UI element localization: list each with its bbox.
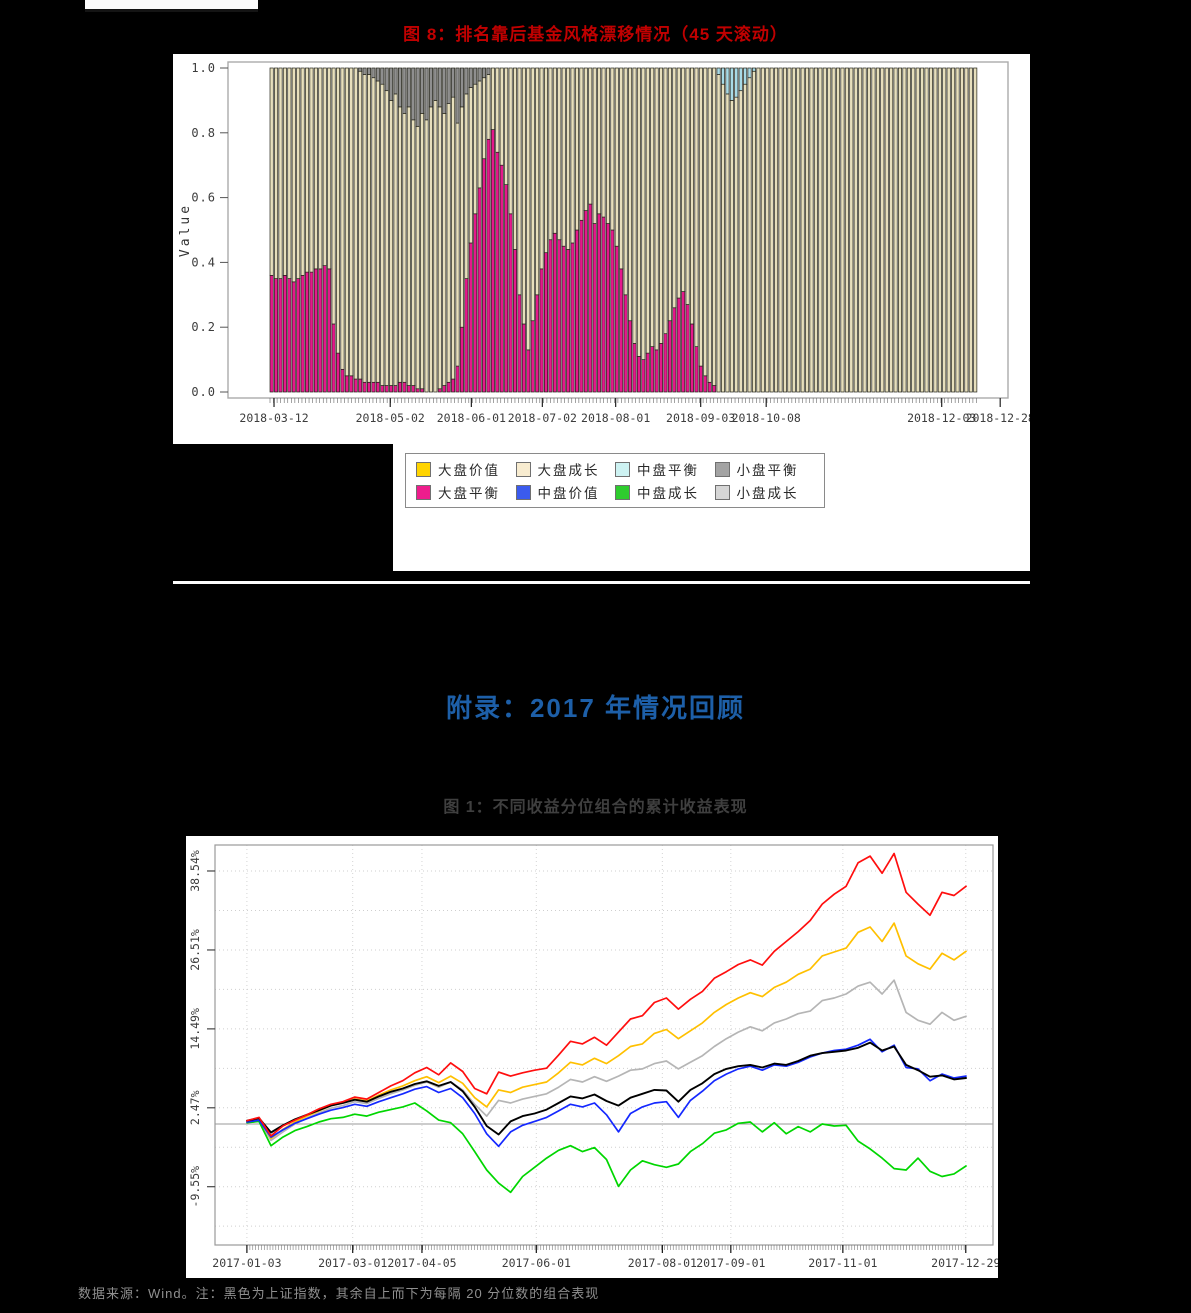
svg-text:2017-01-03: 2017-01-03 xyxy=(212,1256,281,1270)
svg-text:2017-06-01: 2017-06-01 xyxy=(502,1256,571,1270)
legend-item-中盘成长: 中盘成长 xyxy=(615,482,715,502)
svg-text:38.54%: 38.54% xyxy=(188,850,202,892)
svg-text:0.0: 0.0 xyxy=(191,385,216,399)
svg-text:0.6: 0.6 xyxy=(191,191,216,205)
svg-text:2017-04-05: 2017-04-05 xyxy=(387,1256,456,1270)
legend-swatch xyxy=(416,461,431,477)
svg-text:2018-05-02: 2018-05-02 xyxy=(356,411,425,425)
legend-label: 大盘成长 xyxy=(537,463,600,478)
legend-item-小盘成长: 小盘成长 xyxy=(714,482,815,502)
figure8-legend-band: 大盘价值 大盘成长 中盘平衡 小盘平衡大盘平衡 中盘价值 中盘成长 小盘成长 xyxy=(393,444,1030,571)
legend-label: 小盘成长 xyxy=(736,486,799,501)
figure1-title: 图 1：不同收益分位组合的累计收益表现 xyxy=(443,799,748,816)
source-note: 数据来源：Wind。注：黑色为上证指数，其余自上而下为每隔 20 分位数的组合表… xyxy=(78,1286,600,1301)
svg-text:Value: Value xyxy=(178,203,193,257)
figure1-chart-area: 38.54% 26.51% 14.49% 2.47% -9.55% 2017-01-03 2… xyxy=(186,836,1000,1278)
legend-swatch xyxy=(615,461,630,477)
svg-text:-9.55%: -9.55% xyxy=(188,1166,202,1208)
svg-text:2018-06-01: 2018-06-01 xyxy=(437,411,506,425)
svg-text:2017-12-29: 2017-12-29 xyxy=(931,1256,998,1270)
legend-swatch xyxy=(714,461,730,477)
legend-swatch xyxy=(515,461,531,477)
svg-text:2018-12-28: 2018-12-28 xyxy=(966,411,1030,425)
legend-item-中盘平衡: 中盘平衡 xyxy=(615,459,715,479)
svg-text:2018-03-12: 2018-03-12 xyxy=(239,411,308,425)
legend-swatch xyxy=(714,484,730,500)
figure8-stacked-bar-chart: 1.0 0.8 0.6 0.4 0.2 0.0 Value 2018-03-12 2018-05… xyxy=(178,61,1035,425)
legend-swatch xyxy=(416,484,431,500)
legend-label: 小盘平衡 xyxy=(736,463,799,478)
legend-item-小盘平衡: 小盘平衡 xyxy=(714,459,815,479)
svg-text:2017-11-01: 2017-11-01 xyxy=(808,1256,877,1270)
svg-text:2017-03-01: 2017-03-01 xyxy=(318,1256,387,1270)
svg-text:1.0: 1.0 xyxy=(191,61,216,75)
svg-text:0.4: 0.4 xyxy=(191,255,216,269)
svg-text:0.8: 0.8 xyxy=(191,126,216,140)
legend-label: 大盘平衡 xyxy=(438,486,500,501)
figure8-chart-area: 1.0 0.8 0.6 0.4 0.2 0.0 Value 2018-03-12 2018-05… xyxy=(173,54,1035,444)
legend-swatch xyxy=(615,484,630,500)
legend-swatch xyxy=(515,484,531,500)
appendix-heading: 附录：2017 年情况回顾 xyxy=(445,693,746,723)
legend-label: 大盘价值 xyxy=(438,463,500,478)
figure8-title: 图 8：排名靠后基金风格漂移情况（45 天滚动） xyxy=(403,25,788,44)
legend-label: 中盘价值 xyxy=(537,486,600,501)
svg-text:2018-12-03: 2018-12-03 xyxy=(907,411,976,425)
svg-text:2.47%: 2.47% xyxy=(188,1090,202,1125)
svg-text:2018-10-08: 2018-10-08 xyxy=(732,411,801,425)
legend-item-大盘价值: 大盘价值 xyxy=(416,459,516,479)
svg-text:2018-09-03: 2018-09-03 xyxy=(666,411,735,425)
svg-text:14.49%: 14.49% xyxy=(188,1008,202,1050)
svg-text:2018-07-02: 2018-07-02 xyxy=(508,411,577,425)
svg-text:2018-08-01: 2018-08-01 xyxy=(581,411,650,425)
figure1-line-chart: 38.54% 26.51% 14.49% 2.47% -9.55% 2017-01-03 2… xyxy=(188,844,1000,1270)
section-divider xyxy=(173,581,1030,584)
legend-item-大盘成长: 大盘成长 xyxy=(515,459,616,479)
svg-text:26.51%: 26.51% xyxy=(188,929,202,971)
svg-text:2017-08-01: 2017-08-01 xyxy=(628,1256,697,1270)
masthead-strip xyxy=(85,0,258,12)
legend-item-中盘价值: 中盘价值 xyxy=(515,482,616,502)
svg-text:2017-09-01: 2017-09-01 xyxy=(696,1256,765,1270)
legend-label: 中盘平衡 xyxy=(637,463,699,478)
legend-label: 中盘成长 xyxy=(637,486,699,501)
figure8-legend: 大盘价值 大盘成长 中盘平衡 小盘平衡大盘平衡 中盘价值 中盘成长 小盘成长 xyxy=(405,453,825,508)
legend-item-大盘平衡: 大盘平衡 xyxy=(416,482,516,502)
svg-text:0.2: 0.2 xyxy=(191,320,216,334)
